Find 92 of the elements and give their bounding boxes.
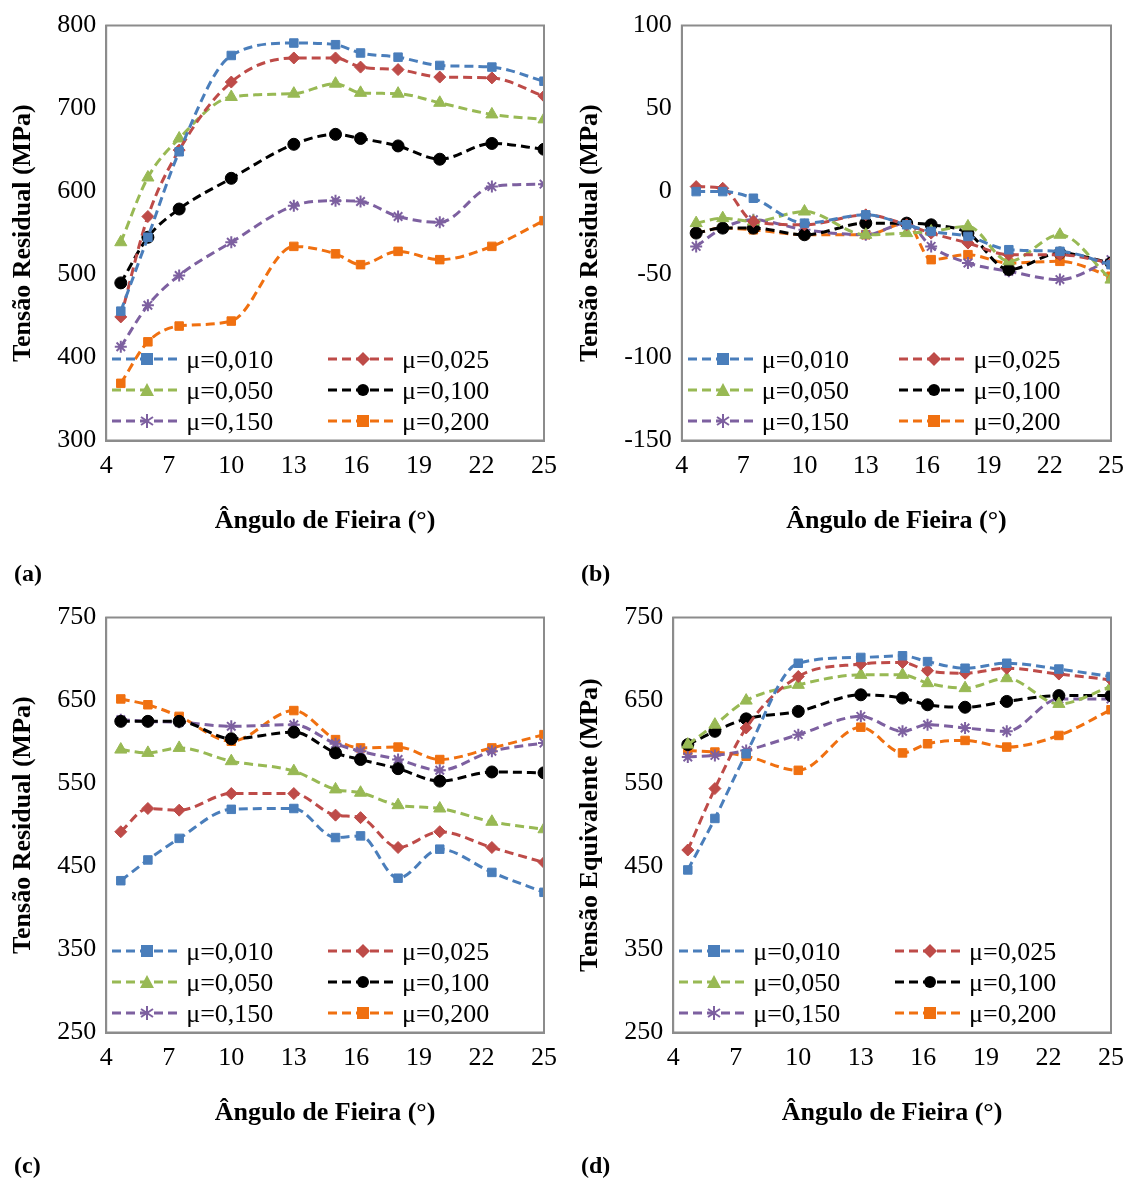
x-tick-label: 13 xyxy=(280,450,307,480)
legend-label: μ=0,150 xyxy=(186,405,274,437)
y-tick-label: 550 xyxy=(57,767,97,797)
legend-label: μ=0,050 xyxy=(753,966,841,998)
legend-label: μ=0,150 xyxy=(186,997,274,1029)
x-tick-label: 25 xyxy=(531,450,557,480)
x-tick-label: 25 xyxy=(1098,1042,1124,1072)
legend-label: μ=0,010 xyxy=(186,343,274,375)
x-tick-label: 22 xyxy=(1036,450,1063,480)
x-tick-label: 19 xyxy=(972,1042,999,1072)
x-tick-label: 10 xyxy=(791,450,818,480)
y-axis-title: Tensão Residual (MPa) xyxy=(7,696,37,954)
legend-label: μ=0,100 xyxy=(973,374,1061,406)
y-tick-label: 250 xyxy=(57,1016,97,1046)
x-axis-title: Ângulo de Fieira (°) xyxy=(781,1097,1003,1127)
x-tick-label: 22 xyxy=(468,450,495,480)
x-tick-label: 19 xyxy=(405,450,432,480)
legend-label: μ=0,010 xyxy=(761,343,849,375)
x-tick-label: 16 xyxy=(343,450,370,480)
y-tick-label: 350 xyxy=(57,933,97,963)
x-tick-label: 13 xyxy=(852,450,879,480)
y-tick-label: -150 xyxy=(624,424,672,454)
legend-label: μ=0,025 xyxy=(969,935,1057,967)
legend-label: μ=0,025 xyxy=(402,935,490,967)
y-tick-label: 250 xyxy=(624,1016,664,1046)
y-tick-label: 350 xyxy=(624,933,664,963)
x-tick-label: 25 xyxy=(1098,450,1124,480)
y-tick-label: -100 xyxy=(624,341,672,371)
x-tick-label: 16 xyxy=(343,1042,370,1072)
y-tick-label: 500 xyxy=(57,258,97,288)
x-tick-label: 10 xyxy=(785,1042,812,1072)
legend-label: μ=0,150 xyxy=(761,405,849,437)
legend-label: μ=0,200 xyxy=(402,405,490,437)
y-tick-label: 750 xyxy=(57,601,97,631)
x-tick-label: 10 xyxy=(218,450,245,480)
x-tick-label: 13 xyxy=(847,1042,874,1072)
x-tick-label: 4 xyxy=(99,1042,113,1072)
y-tick-label: 550 xyxy=(624,767,664,797)
y-tick-label: 0 xyxy=(658,175,672,205)
x-tick-label: 16 xyxy=(910,1042,937,1072)
x-tick-label: 22 xyxy=(468,1042,495,1072)
text: (b) xyxy=(581,560,611,587)
legend-label: μ=0,010 xyxy=(186,935,274,967)
x-tick-label: 7 xyxy=(162,1042,176,1072)
x-tick-label: 7 xyxy=(736,450,750,480)
legend-label: μ=0,050 xyxy=(186,966,274,998)
legend-label: μ=0,100 xyxy=(402,374,490,406)
legend-label: μ=0,200 xyxy=(402,997,490,1029)
y-tick-label: 700 xyxy=(57,92,97,122)
x-tick-label: 19 xyxy=(975,450,1002,480)
x-tick-label: 7 xyxy=(162,450,176,480)
y-tick-label: 100 xyxy=(632,9,672,39)
x-tick-label: 16 xyxy=(914,450,941,480)
x-axis-title: Ângulo de Fieira (°) xyxy=(214,505,436,535)
x-tick-label: 7 xyxy=(729,1042,743,1072)
text: (d) xyxy=(581,1152,611,1179)
legend-label: μ=0,100 xyxy=(969,966,1057,998)
y-tick-label: 600 xyxy=(57,175,97,205)
x-tick-label: 4 xyxy=(675,450,689,480)
x-axis-title: Ângulo de Fieira (°) xyxy=(786,505,1007,535)
y-tick-label: 400 xyxy=(57,341,97,371)
y-tick-label: 650 xyxy=(624,684,664,714)
y-tick-label: 750 xyxy=(624,601,664,631)
y-axis-title: Tensão Residual (MPa) xyxy=(574,104,604,362)
y-tick-label: 450 xyxy=(57,850,97,880)
x-tick-label: 22 xyxy=(1035,1042,1062,1072)
legend-label: μ=0,150 xyxy=(753,997,841,1029)
x-tick-label: 10 xyxy=(218,1042,245,1072)
legend-label: μ=0,200 xyxy=(969,997,1057,1029)
legend-label: μ=0,100 xyxy=(402,966,490,998)
x-axis-title: Ângulo de Fieira (°) xyxy=(214,1097,436,1127)
x-tick-label: 13 xyxy=(280,1042,307,1072)
y-axis-title: Tensão Equivalente (MPa) xyxy=(574,678,604,972)
legend-label: μ=0,050 xyxy=(186,374,274,406)
text: (a) xyxy=(14,560,42,587)
legend-label: μ=0,010 xyxy=(753,935,841,967)
y-axis-title: Tensão Residual (MPa) xyxy=(7,104,37,362)
legend-label: μ=0,025 xyxy=(973,343,1061,375)
y-tick-label: 450 xyxy=(624,850,664,880)
y-tick-label: 650 xyxy=(57,684,97,714)
legend-label: μ=0,025 xyxy=(402,343,490,375)
x-tick-label: 19 xyxy=(405,1042,432,1072)
y-tick-label: -50 xyxy=(637,258,672,288)
legend-label: μ=0,200 xyxy=(973,405,1061,437)
x-tick-label: 25 xyxy=(531,1042,557,1072)
text: (c) xyxy=(14,1152,41,1179)
y-tick-label: 300 xyxy=(57,424,97,454)
legend-label: μ=0,050 xyxy=(761,374,849,406)
x-tick-label: 4 xyxy=(99,450,113,480)
y-tick-label: 50 xyxy=(645,92,672,122)
x-tick-label: 4 xyxy=(666,1042,680,1072)
y-tick-label: 800 xyxy=(57,9,97,39)
